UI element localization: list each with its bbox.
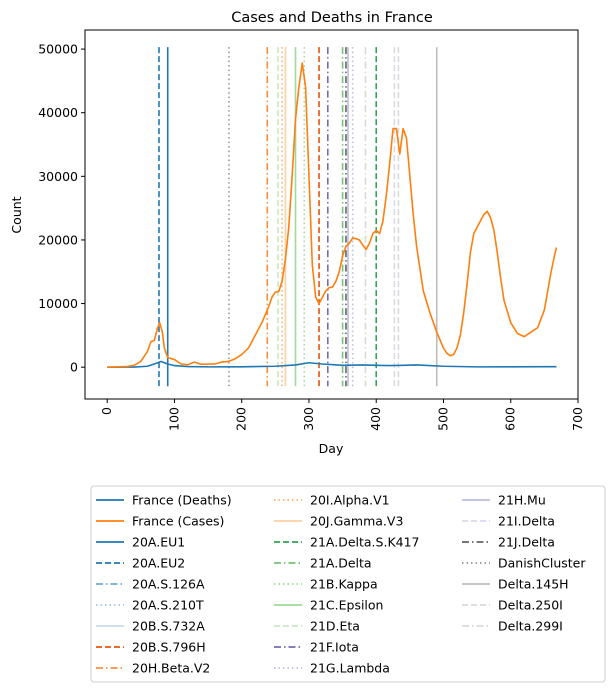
x-tick-label: 100 [166,407,181,431]
y-tick-label: 20000 [38,232,78,247]
legend-label: France (Cases) [132,514,224,529]
legend-label: 21G.Lambda [310,661,390,676]
legend-box [90,485,606,683]
y-axis: 0 10000 20000 30000 40000 50000 [38,42,85,375]
legend-label: 20A.EU2 [132,556,185,571]
legend-label: 21C.Epsilon [310,598,383,613]
legend-label: 21D.Eta [310,619,360,634]
y-axis-label: Count [9,196,24,233]
x-axis-label: Day [319,441,344,456]
legend-label: 20I.Alpha.V1 [310,493,390,508]
legend-label: 20H.Beta.V2 [132,661,210,676]
y-tick-label: 30000 [38,169,78,184]
series-line-france-cases- [107,62,558,368]
legend-label: 21B.Kappa [310,577,378,592]
legend-label: 20A.S.126A [132,577,205,592]
x-axis: 0 100 200 300 400 500 600 700 [99,399,585,431]
x-tick-label: 500 [435,407,450,431]
legend-label: 20B.S.732A [132,619,205,634]
x-tick-label: 0 [99,407,114,415]
chart-title: Cases and Deaths in France [231,10,433,26]
legend-label: 21J.Delta [498,535,555,550]
y-tick-label: 50000 [38,42,78,57]
legend-label: Delta.299I [498,619,563,634]
legend-label: 21I.Delta [498,514,555,529]
plot-frame [84,29,579,400]
legend: France (Deaths) France (Cases) 20A.EU1 20A.… [90,485,606,683]
legend-label: 20B.S.796H [132,640,206,655]
y-tick-label: 0 [70,360,78,375]
x-tick-label: 600 [503,407,518,431]
series-line-france-deaths- [107,360,557,368]
y-tick-label: 40000 [38,105,78,120]
legend-label: Delta.250I [498,598,563,613]
legend-label: 20A.S.210T [132,598,204,613]
x-tick-label: 700 [570,407,585,431]
legend-label: Delta.145H [498,577,569,592]
legend-label: France (Deaths) [132,493,232,508]
x-tick-label: 300 [301,407,316,431]
legend-label: 21A.Delta [310,556,372,571]
legend-label: 21A.Delta.S.K417 [310,535,420,550]
legend-label: 20A.EU1 [132,535,185,550]
legend-label: DanishCluster [498,556,586,571]
x-tick-label: 400 [368,407,383,431]
legend-label: 21F.Iota [310,640,359,655]
legend-label: 21H.Mu [498,493,546,508]
legend-label: 20J.Gamma.V3 [310,514,403,529]
x-tick-label: 200 [234,407,249,431]
y-tick-label: 10000 [38,296,78,311]
